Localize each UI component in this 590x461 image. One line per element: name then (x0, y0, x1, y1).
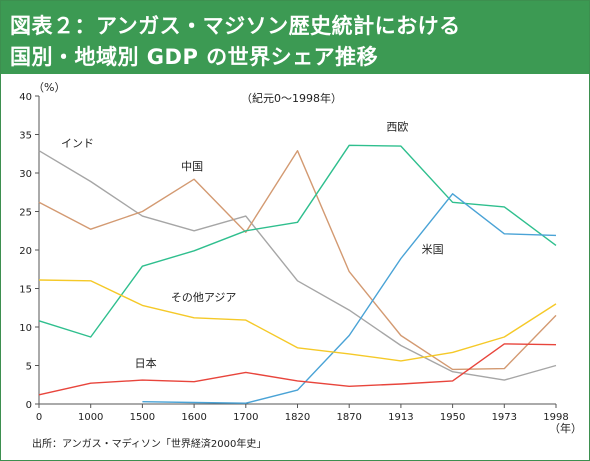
x-tick-label: 1700 (233, 412, 258, 423)
series-label-india: インド (61, 137, 94, 150)
chart-subtitle: （紀元0～1998年） (241, 91, 342, 105)
series-line-china (38, 150, 557, 371)
series-label-china: 中国 (181, 160, 203, 173)
figure-title-line-1: 図表２：アンガス・マジソン歴史統計における (10, 14, 461, 38)
x-tick-label: 1950 (440, 412, 465, 423)
series-label-usa: 米国 (422, 243, 444, 256)
x-tick-label: 1870 (336, 412, 361, 423)
figure-header: 図表２：アンガス・マジソン歴史統計における 国別・地域別 GDP の世界シェア推… (1, 1, 589, 74)
x-axis-ticks: 0 1000 1500 1600 1700 1820 1870 1913 1950 1973 199… (36, 404, 569, 423)
x-tick-label: 1913 (388, 412, 413, 423)
series-line-west_europe (38, 144, 557, 338)
y-tick-label: 30 (19, 169, 32, 180)
x-axis-unit-label: （年） (549, 421, 582, 434)
series-label-japan: 日本 (135, 356, 157, 370)
y-axis-unit-label: （%） (33, 81, 65, 94)
chart-axes (38, 96, 556, 405)
y-tick-label: 40 (19, 92, 32, 103)
x-tick-label: 1500 (130, 412, 155, 423)
series-label-other_asia: その他アジア (171, 291, 237, 304)
x-tick-label: 1973 (492, 412, 517, 423)
figure-title-line-2: 国別・地域別 GDP の世界シェア推移 (10, 45, 379, 69)
y-tick-label: 10 (19, 323, 32, 334)
series-label-west_europe: 西欧 (386, 121, 408, 134)
y-tick-label: 0 (26, 400, 32, 411)
x-tick-label: 1820 (285, 412, 310, 423)
y-tick-label: 5 (26, 362, 32, 373)
y-tick-label: 25 (19, 208, 32, 219)
x-tick-label: 1998 (543, 412, 568, 423)
series-lines (38, 144, 557, 404)
y-tick-label: 35 (19, 131, 32, 142)
y-tick-label: 20 (19, 246, 32, 257)
y-axis-ticks: 0 5 10 15 20 25 30 35 40 (19, 92, 39, 411)
series-line-japan (38, 343, 557, 396)
series-line-india (38, 150, 557, 381)
line-chart: 0 5 10 15 20 25 30 35 40 0 1000 1500 1600 1700 1820 18… (19, 81, 582, 434)
series-line-other_asia (38, 279, 557, 362)
x-tick-label: 1000 (78, 412, 103, 423)
source-note: 出所：アンガス・マディソン「世界経済2000年史」 (32, 439, 267, 450)
series-line-usa (142, 193, 557, 404)
x-tick-label: 0 (36, 412, 42, 423)
y-tick-label: 15 (19, 285, 32, 296)
x-tick-label: 1600 (181, 412, 206, 423)
